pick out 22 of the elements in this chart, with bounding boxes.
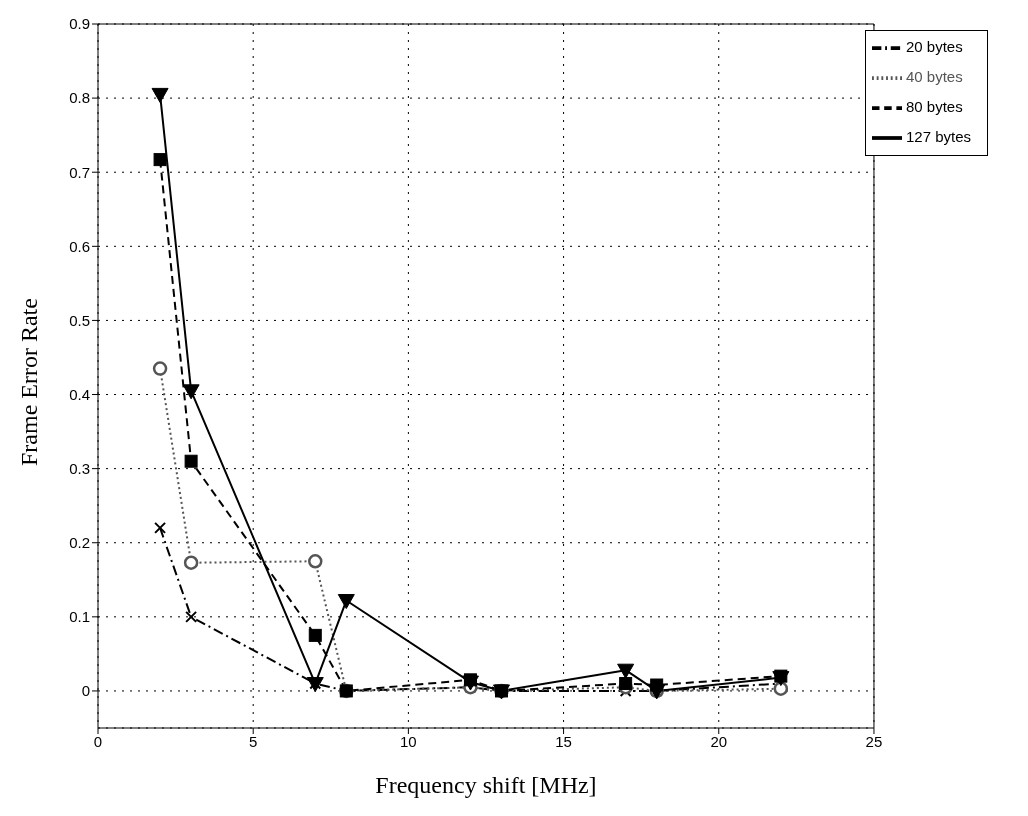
y-tick-label: 0.5 [69, 311, 90, 329]
y-tick-label: 0.1 [69, 608, 90, 626]
y-tick-label: 0.9 [69, 15, 90, 33]
x-axis-title: Frequency shift [MHz] [375, 772, 597, 799]
legend-label: 80 bytes [905, 97, 963, 115]
y-tick-label: 0.3 [69, 459, 90, 477]
y-tick-label: 0.4 [69, 385, 90, 403]
legend-label: 40 bytes [905, 67, 963, 85]
x-tick-label: 5 [249, 732, 258, 750]
x-tick-label: 15 [555, 732, 572, 750]
y-tick-label: 0 [81, 682, 90, 700]
legend-label: 20 bytes [905, 37, 963, 55]
x-tick-label: 10 [400, 732, 417, 750]
x-tick-label: 20 [710, 732, 728, 750]
legend-label: 127 bytes [905, 127, 971, 145]
y-tick-label: 0.2 [69, 534, 90, 552]
x-tick-label: 0 [93, 732, 103, 750]
y-tick-label: 0.7 [69, 163, 90, 181]
y-tick-label: 0.6 [69, 237, 90, 255]
y-tick-label: 0.8 [69, 89, 90, 107]
y-axis-title: Frame Error Rate [15, 298, 42, 466]
x-tick-label: 25 [865, 732, 883, 750]
